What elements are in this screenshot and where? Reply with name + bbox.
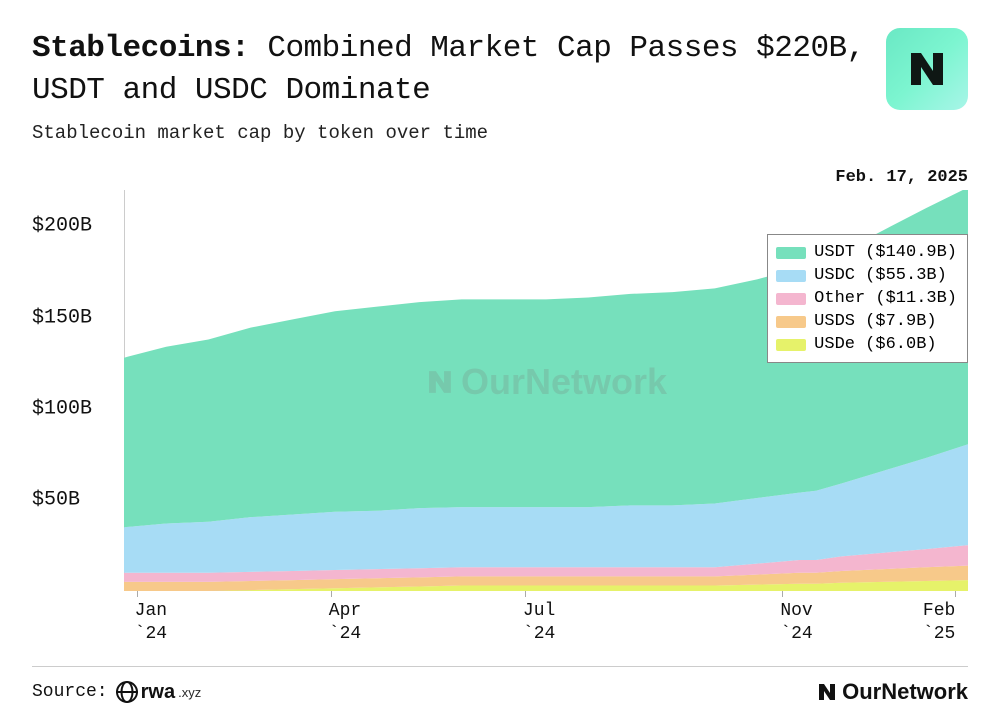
legend-item: USDC ($55.3B) [776, 264, 957, 287]
footer: Source: rwa.xyz OurNetwork [32, 666, 968, 705]
legend-label: USDT ($140.9B) [814, 243, 957, 262]
legend: USDT ($140.9B) USDC ($55.3B) Other ($11.3B… [767, 234, 968, 363]
chart-area: Feb. 17, 2025 $50B$100B$150B$200B OurNet… [32, 170, 968, 653]
legend-swatch [776, 247, 806, 259]
source-ext: .xyz [178, 685, 201, 700]
legend-swatch [776, 316, 806, 328]
page-title: Stablecoins: Combined Market Cap Passes … [32, 28, 866, 112]
brand-logo-badge [886, 28, 968, 110]
footer-brand: OurNetwork [816, 679, 968, 705]
data-date-label: Feb. 17, 2025 [835, 168, 968, 187]
y-tick-label: $150B [32, 306, 92, 329]
legend-item: USDS ($7.9B) [776, 310, 957, 333]
legend-label: USDC ($55.3B) [814, 266, 947, 285]
source-name: rwa [141, 681, 175, 704]
source-prefix: Source: [32, 682, 108, 702]
legend-label: USDS ($7.9B) [814, 312, 936, 331]
subtitle: Stablecoin market cap by token over time [32, 122, 866, 144]
y-axis-labels: $50B $100B $150B $200B [32, 190, 124, 591]
x-tick-mark [525, 591, 526, 597]
legend-label: Other ($11.3B) [814, 289, 957, 308]
x-tick-label: Jan`24 [135, 600, 167, 645]
legend-item: USDT ($140.9B) [776, 241, 957, 264]
source: Source: rwa.xyz [32, 681, 201, 704]
legend-item: USDe ($6.0B) [776, 333, 957, 356]
x-tick-label: Jul`24 [523, 600, 555, 645]
x-tick-mark [331, 591, 332, 597]
x-tick-mark [137, 591, 138, 597]
legend-swatch [776, 270, 806, 282]
legend-swatch [776, 339, 806, 351]
y-tick-label: $200B [32, 215, 92, 238]
x-tick-mark [782, 591, 783, 597]
x-tick-mark [955, 591, 956, 597]
plot-region: OurNetwork USDT ($140.9B)USDC ($55.3B)Ot… [124, 190, 968, 591]
x-tick-label: Nov`24 [780, 600, 812, 645]
footer-brand-text: OurNetwork [842, 679, 968, 705]
x-tick-label: Apr`24 [329, 600, 361, 645]
globe-icon [116, 681, 138, 703]
brand-n-icon [905, 47, 949, 91]
header-row: Stablecoins: Combined Market Cap Passes … [32, 28, 968, 144]
x-tick-label: Feb`25 [923, 600, 955, 645]
y-tick-label: $100B [32, 397, 92, 420]
chart-container: Stablecoins: Combined Market Cap Passes … [0, 0, 1000, 719]
legend-label: USDe ($6.0B) [814, 335, 936, 354]
title-block: Stablecoins: Combined Market Cap Passes … [32, 28, 886, 144]
title-bold: Stablecoins: [32, 31, 249, 66]
source-logo: rwa.xyz [116, 681, 202, 704]
legend-item: Other ($11.3B) [776, 287, 957, 310]
y-tick-label: $50B [32, 488, 80, 511]
legend-swatch [776, 293, 806, 305]
brand-n-icon [816, 681, 838, 703]
